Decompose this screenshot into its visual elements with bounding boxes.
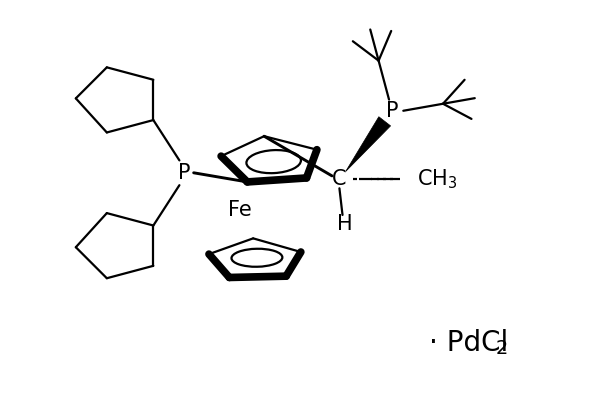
Text: P: P [178, 163, 191, 183]
Text: H: H [337, 214, 352, 234]
Text: CH$_3$: CH$_3$ [417, 167, 458, 191]
Text: · PdCl: · PdCl [429, 329, 509, 357]
Text: P: P [386, 101, 398, 121]
Text: C: C [332, 169, 347, 189]
Text: Fe: Fe [229, 200, 252, 220]
Polygon shape [346, 117, 391, 171]
Text: 2: 2 [496, 339, 508, 358]
